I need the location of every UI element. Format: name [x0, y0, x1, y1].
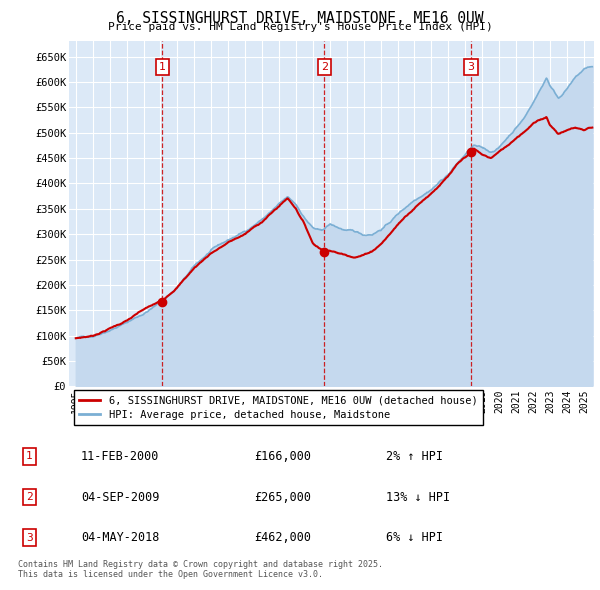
Text: 2: 2 [320, 62, 328, 71]
Text: 3: 3 [467, 62, 475, 71]
Text: 2% ↑ HPI: 2% ↑ HPI [386, 450, 443, 463]
Text: 6% ↓ HPI: 6% ↓ HPI [386, 531, 443, 544]
Text: 04-SEP-2009: 04-SEP-2009 [81, 490, 160, 504]
Text: £166,000: £166,000 [254, 450, 311, 463]
Text: 11-FEB-2000: 11-FEB-2000 [81, 450, 160, 463]
Text: Price paid vs. HM Land Registry's House Price Index (HPI): Price paid vs. HM Land Registry's House … [107, 22, 493, 32]
Text: 3: 3 [26, 533, 32, 543]
Legend: 6, SISSINGHURST DRIVE, MAIDSTONE, ME16 0UW (detached house), HPI: Average price,: 6, SISSINGHURST DRIVE, MAIDSTONE, ME16 0… [74, 391, 482, 425]
Text: 1: 1 [26, 451, 32, 461]
Text: 2: 2 [26, 492, 32, 502]
Text: £462,000: £462,000 [254, 531, 311, 544]
Text: 04-MAY-2018: 04-MAY-2018 [81, 531, 160, 544]
Text: 6, SISSINGHURST DRIVE, MAIDSTONE, ME16 0UW: 6, SISSINGHURST DRIVE, MAIDSTONE, ME16 0… [116, 11, 484, 25]
Text: 13% ↓ HPI: 13% ↓ HPI [386, 490, 451, 504]
Text: 1: 1 [158, 62, 166, 71]
Text: Contains HM Land Registry data © Crown copyright and database right 2025.
This d: Contains HM Land Registry data © Crown c… [18, 560, 383, 579]
Text: £265,000: £265,000 [254, 490, 311, 504]
